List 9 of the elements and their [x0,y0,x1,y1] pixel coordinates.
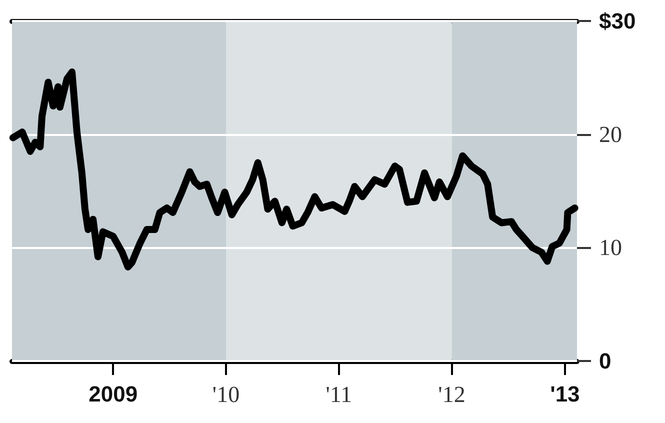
y-tick-label: $30 [599,8,636,34]
y-tick-label: 10 [599,235,622,260]
x-tick-label: '13 [550,382,580,406]
x-tick-label: '12 [438,382,466,407]
y-tick-label: 20 [599,122,622,147]
x-tick-label: '11 [326,382,352,407]
y-tick-label: 0 [599,348,612,374]
x-tick-label: '10 [212,382,240,407]
x-tick-label: 2009 [88,382,138,406]
